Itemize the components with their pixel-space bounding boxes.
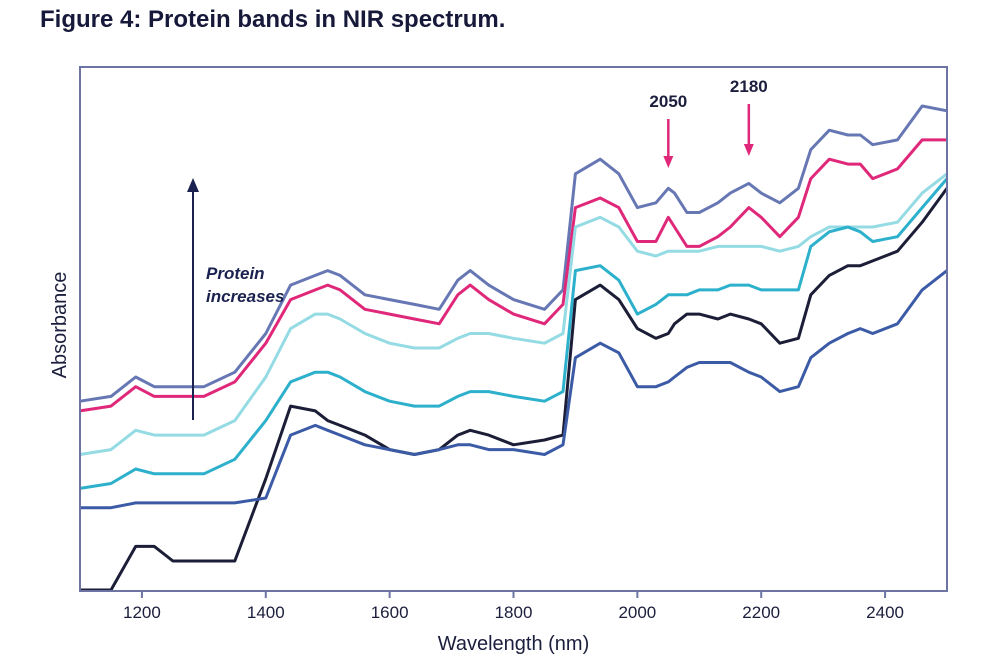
series-line-1	[79, 104, 948, 403]
annotation-arrowhead-2180	[743, 144, 754, 156]
annotation-arrowhead-2050	[663, 156, 674, 168]
x-tick-label-1800: 1800	[495, 603, 533, 622]
protein-trend-arrow: Protein increases	[187, 178, 284, 420]
x-axis-label: Wavelength (nm)	[438, 633, 590, 655]
figure-caption: Protein bands in NIR spectrum.	[148, 6, 506, 33]
series-line-2	[79, 138, 947, 413]
x-axis: 1200 1400 1600 1800 2000 2200 2400	[123, 591, 904, 622]
series-line-6	[80, 269, 948, 510]
x-tick-label-1400: 1400	[247, 603, 285, 622]
trend-label-increases: increases	[206, 287, 284, 306]
figure-title: Figure 4: Protein bands in NIR spectrum.	[40, 6, 505, 34]
y-axis-label: Absorbance	[49, 272, 71, 379]
x-tick-label-1600: 1600	[371, 603, 409, 622]
x-tick-label-2400: 2400	[866, 603, 904, 622]
annotation-2180: 2180	[730, 77, 768, 96]
trend-label-protein: Protein	[206, 264, 265, 283]
x-tick-label-2200: 2200	[742, 603, 780, 622]
series-line-3	[79, 172, 948, 456]
series-line-4	[79, 177, 949, 490]
annotation-2050: 2050	[649, 92, 687, 111]
figure-label: Figure 4:	[40, 6, 142, 33]
band-annotations: 2050 2180	[649, 77, 768, 168]
x-tick-label-1200: 1200	[123, 603, 161, 622]
plot-frame	[79, 66, 948, 592]
series-line-5	[80, 187, 949, 592]
series-layer	[79, 104, 949, 592]
x-tick-label-2000: 2000	[618, 603, 656, 622]
trend-arrow-head	[187, 178, 199, 192]
